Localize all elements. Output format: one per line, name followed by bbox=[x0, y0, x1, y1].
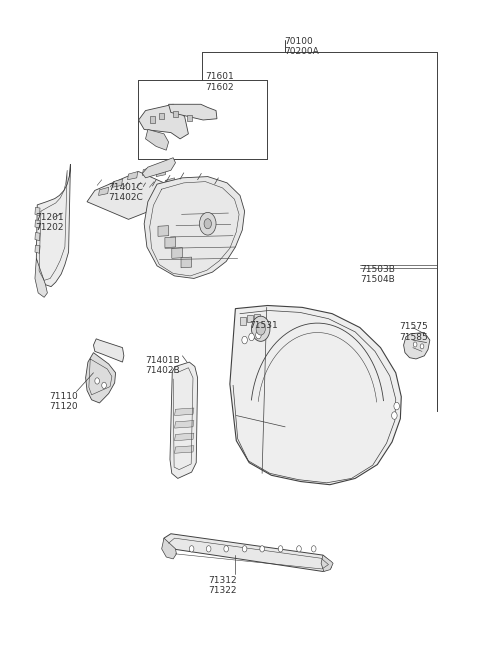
Polygon shape bbox=[35, 245, 40, 253]
Circle shape bbox=[200, 212, 216, 235]
Polygon shape bbox=[36, 164, 71, 287]
Polygon shape bbox=[173, 111, 178, 117]
Polygon shape bbox=[240, 318, 246, 325]
Circle shape bbox=[252, 316, 270, 341]
Polygon shape bbox=[35, 220, 40, 228]
Polygon shape bbox=[230, 305, 401, 485]
Polygon shape bbox=[112, 179, 122, 187]
Polygon shape bbox=[175, 433, 194, 441]
Circle shape bbox=[242, 336, 247, 344]
Circle shape bbox=[420, 344, 424, 349]
Text: 71110
71120: 71110 71120 bbox=[49, 392, 77, 411]
Text: 71601
71602: 71601 71602 bbox=[205, 72, 234, 92]
Circle shape bbox=[242, 546, 247, 552]
Circle shape bbox=[260, 546, 264, 552]
Text: 71575
71585: 71575 71585 bbox=[399, 322, 428, 342]
Circle shape bbox=[278, 546, 283, 552]
Circle shape bbox=[206, 546, 211, 552]
Polygon shape bbox=[162, 538, 177, 559]
Polygon shape bbox=[249, 322, 272, 338]
Circle shape bbox=[394, 402, 399, 410]
Text: 71503B
71504B: 71503B 71504B bbox=[360, 265, 395, 284]
Polygon shape bbox=[187, 115, 192, 121]
Polygon shape bbox=[168, 104, 217, 120]
Circle shape bbox=[297, 546, 301, 552]
Polygon shape bbox=[142, 158, 176, 178]
Circle shape bbox=[256, 331, 261, 339]
Circle shape bbox=[249, 333, 254, 341]
Circle shape bbox=[224, 546, 228, 552]
Text: 71312
71322: 71312 71322 bbox=[208, 576, 236, 595]
Polygon shape bbox=[35, 208, 40, 215]
Polygon shape bbox=[35, 258, 48, 297]
Polygon shape bbox=[87, 172, 181, 219]
Circle shape bbox=[95, 378, 99, 384]
Polygon shape bbox=[128, 172, 138, 179]
Text: 71401B
71402B: 71401B 71402B bbox=[145, 356, 180, 375]
Polygon shape bbox=[247, 315, 253, 322]
Polygon shape bbox=[35, 233, 40, 241]
Polygon shape bbox=[170, 362, 198, 478]
Polygon shape bbox=[404, 333, 430, 359]
Polygon shape bbox=[175, 421, 194, 428]
Polygon shape bbox=[175, 445, 194, 453]
Polygon shape bbox=[165, 237, 176, 248]
Polygon shape bbox=[98, 187, 108, 195]
Polygon shape bbox=[156, 168, 166, 177]
Polygon shape bbox=[164, 534, 331, 571]
Polygon shape bbox=[254, 314, 260, 321]
Polygon shape bbox=[175, 408, 194, 415]
Circle shape bbox=[312, 546, 316, 552]
Polygon shape bbox=[145, 130, 168, 150]
Polygon shape bbox=[94, 339, 124, 362]
Polygon shape bbox=[172, 248, 182, 258]
Polygon shape bbox=[150, 116, 155, 122]
Circle shape bbox=[102, 383, 107, 388]
Circle shape bbox=[413, 342, 417, 347]
Text: 71531: 71531 bbox=[249, 321, 278, 330]
Polygon shape bbox=[165, 178, 175, 186]
Text: 70100
70200A: 70100 70200A bbox=[284, 37, 319, 56]
Polygon shape bbox=[158, 225, 168, 236]
Circle shape bbox=[189, 546, 194, 552]
Polygon shape bbox=[181, 257, 192, 268]
Polygon shape bbox=[159, 113, 165, 119]
Circle shape bbox=[256, 322, 265, 335]
Polygon shape bbox=[139, 104, 188, 139]
Circle shape bbox=[204, 219, 211, 229]
Polygon shape bbox=[85, 352, 116, 403]
Text: 71201
71202: 71201 71202 bbox=[35, 213, 63, 233]
Text: 71401C
71402C: 71401C 71402C bbox=[108, 183, 144, 202]
Polygon shape bbox=[144, 177, 245, 278]
Polygon shape bbox=[321, 555, 333, 571]
Circle shape bbox=[392, 412, 397, 419]
Polygon shape bbox=[142, 167, 153, 176]
